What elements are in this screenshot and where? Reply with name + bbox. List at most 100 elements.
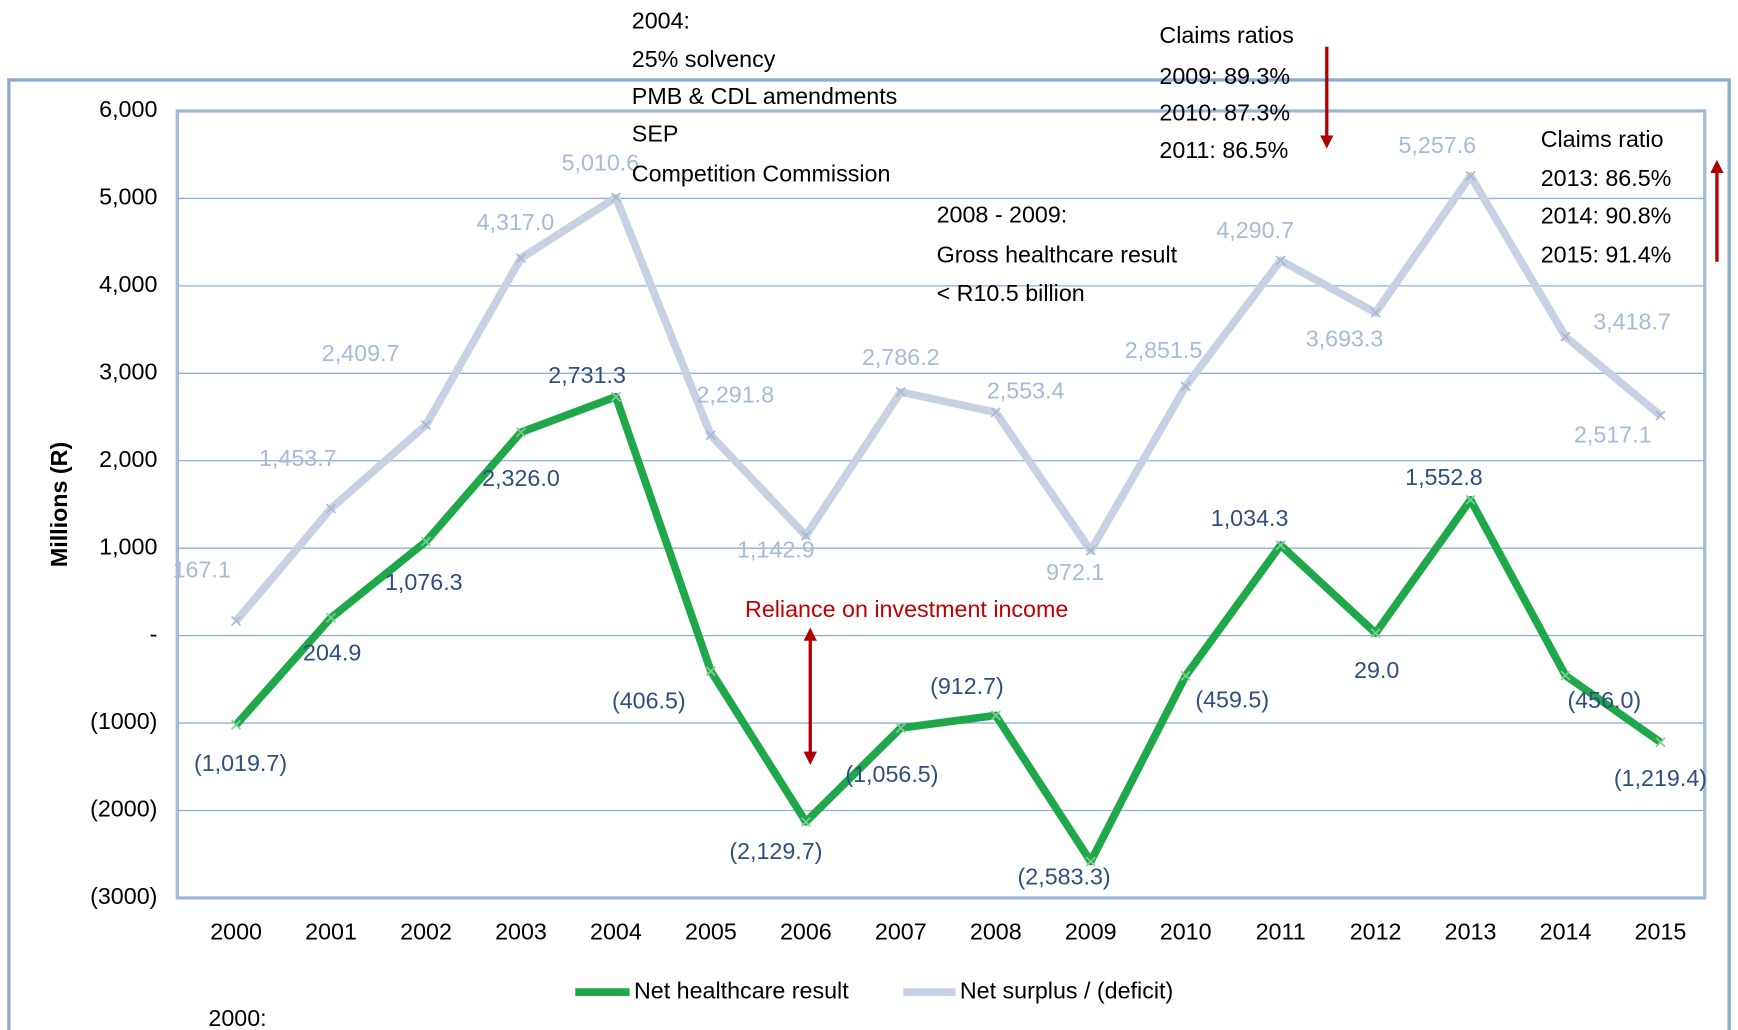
data-label: 167.1 [173,556,231,582]
point-marker [1655,737,1666,748]
annotation: 2010: 87.3% [1159,99,1290,125]
annotation: Claims ratios [1159,22,1293,48]
point-marker [895,386,906,398]
series-line [233,392,1663,866]
annotation: 2011: 86.5% [1159,137,1288,163]
data-label: (456.0) [1567,687,1641,713]
point-marker [420,536,432,547]
x-tick-label: 2012 [1350,919,1402,945]
data-label: 4,317.0 [477,209,555,235]
x-tick-label: 2002 [400,919,452,945]
data-label: 2,851.5 [1125,337,1203,363]
legend-label: Net healthcare result [634,977,849,1003]
x-tick-label: 2006 [780,919,832,945]
point-marker [1180,381,1191,392]
annotation: 2000: [208,1005,266,1030]
x-tick-label: 2007 [875,919,927,945]
x-tick-label: 2010 [1160,919,1212,945]
data-label: 1,076.3 [385,569,463,595]
point-marker [990,710,1001,721]
data-label: 5,257.6 [1398,132,1476,158]
data-label: 2,786.2 [862,344,940,370]
x-tick-label: 2005 [685,919,737,945]
data-label: 3,418.7 [1593,309,1671,335]
y-tick-label: 5,000 [99,184,157,210]
y-tick-label: 6,000 [99,96,157,122]
annotation: Gross healthcare result [937,241,1178,267]
annotation: 2013: 86.5% [1541,165,1672,191]
data-label: 1,142.9 [737,536,815,562]
point-marker [1655,410,1666,421]
x-tick-label: 2014 [1540,919,1592,945]
point-marker [420,419,432,430]
point-marker [610,192,621,203]
point-marker [1275,540,1286,551]
annotation: PMB & CDL amendments [632,83,898,109]
annotation: 2004: [632,7,690,33]
point-marker [1085,856,1096,867]
annotation: 2009: 89.3% [1159,63,1290,89]
data-label: 2,517.1 [1574,422,1652,448]
annotation: 2015: 91.4% [1541,241,1672,267]
data-label: (1,056.5) [845,761,938,787]
y-tick-label: (1000) [90,708,157,734]
point-marker [1370,628,1381,639]
y-tick-label: 4,000 [99,271,157,297]
annotation: < R10.5 billion [937,280,1085,306]
point-marker [1275,255,1286,266]
point-marker [1560,331,1571,342]
annotation: 25% solvency [632,46,776,72]
data-label: 1,034.3 [1211,505,1289,531]
point-marker [705,430,716,441]
data-label: 3,693.3 [1306,326,1384,352]
x-tick-label: 2004 [590,919,642,945]
annotation: Competition Commission [632,160,891,186]
point-marker [610,391,621,402]
point-marker [515,253,526,264]
y-tick-label: 2,000 [99,446,157,472]
y-tick-label: 1,000 [99,533,157,559]
y-tick-label: (3000) [90,883,157,909]
x-tick-label: 2015 [1635,919,1687,945]
x-tick-label: 2000 [210,919,262,945]
annotation: Claims ratio [1541,126,1664,152]
data-label: (2,129.7) [729,838,822,864]
data-label: (406.5) [612,687,686,713]
point-marker [1085,545,1096,556]
point-marker [231,615,242,627]
point-marker [1465,494,1476,505]
data-label: (2,583.3) [1018,863,1111,889]
data-label: 5,010.6 [562,149,640,175]
x-tick-label: 2001 [305,919,357,945]
point-marker [326,503,337,514]
point-marker [1465,170,1476,181]
annotation: 2014: 90.8% [1541,203,1672,229]
data-label: 204.9 [303,639,361,665]
data-label: 2,553.4 [987,378,1065,404]
annotation: SEP [632,121,679,147]
point-marker [705,666,716,677]
x-tick-label: 2009 [1065,919,1117,945]
data-label: 4,290.7 [1216,217,1294,243]
data-label: (1,219.4) [1614,765,1707,791]
outer-frame [7,78,1731,1030]
point-marker [1180,670,1191,681]
point-marker [515,427,526,438]
point-marker [800,816,811,827]
series-line [233,172,1663,624]
data-label: 29.0 [1354,657,1399,683]
x-tick-label: 2013 [1445,919,1497,945]
annotation: Reliance on investment income [745,596,1068,622]
legend-label: Net surplus / (deficit) [960,977,1173,1003]
data-label: (459.5) [1195,686,1269,712]
data-label: 2,409.7 [322,340,400,366]
x-tick-label: 2003 [495,919,547,945]
point-marker [1370,307,1381,318]
point-marker [895,722,906,734]
data-label: 1,453.7 [259,445,337,471]
x-tick-label: 2011 [1256,919,1306,945]
data-label: 2,326.0 [482,465,560,491]
y-tick-label: 3,000 [99,358,157,384]
y-tick-label: (2000) [90,796,157,822]
